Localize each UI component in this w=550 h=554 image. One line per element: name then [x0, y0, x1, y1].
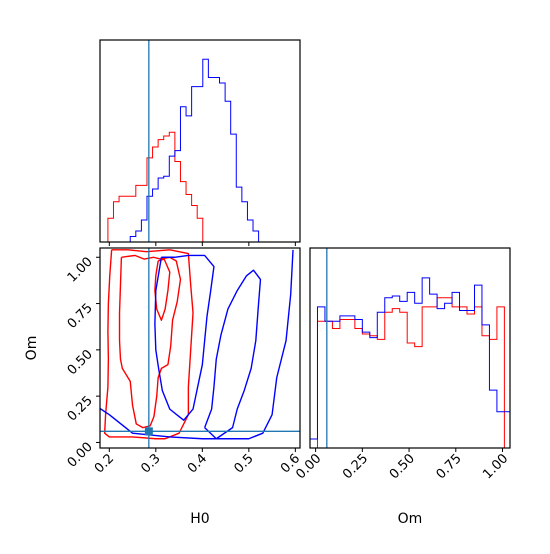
h0-tick-label: 0.3	[138, 451, 163, 476]
om-tick-label: 0.25	[65, 393, 96, 424]
blue-contour-3	[203, 269, 262, 440]
om-x-tick-label: 0.00	[293, 451, 324, 482]
om-x-tick-label: 0.25	[340, 451, 371, 482]
red-contour-1	[103, 249, 194, 440]
h0-marginal-histogram	[99, 39, 301, 246]
om-histogram-blue	[310, 277, 510, 440]
om-x-tick-label: 1.00	[480, 451, 511, 482]
h0-om-contour-panel: 0.2 0.3 0.4 0.5 0.6 0.000.250.500.751.00 H0 …	[24, 247, 303, 527]
om-x-tick-label: 0.75	[434, 451, 465, 482]
h0-tick-label: 0.4	[185, 451, 210, 476]
h0-tick-label: 0.5	[231, 451, 256, 476]
red-contour-3	[154, 258, 171, 321]
h0-histogram-blue	[102, 58, 293, 242]
h0-tick-label: 0.2	[92, 451, 117, 476]
om-tick-label: 0.50	[65, 347, 96, 378]
joint-frame	[99, 247, 301, 449]
red-contour-2	[118, 254, 182, 429]
h0-histogram-red	[102, 131, 293, 242]
om-axis-label-vertical: Om	[24, 336, 40, 361]
blue-contour-2	[154, 254, 215, 421]
om-tick-label: 0.75	[65, 301, 96, 332]
om-histogram-frame	[309, 247, 511, 449]
om-marginal-histogram: 0.00 0.25 0.50 0.75 1.00 Om	[293, 247, 511, 527]
truth-marker	[144, 427, 153, 436]
om-tick-label: 1.00	[65, 254, 96, 285]
h0-histogram-frame	[99, 39, 301, 243]
blue-contour-1	[100, 249, 294, 440]
om-axis-label: Om	[398, 511, 423, 527]
om-x-tick-label: 0.50	[387, 451, 418, 482]
h0-axis-label: H0	[190, 511, 209, 527]
